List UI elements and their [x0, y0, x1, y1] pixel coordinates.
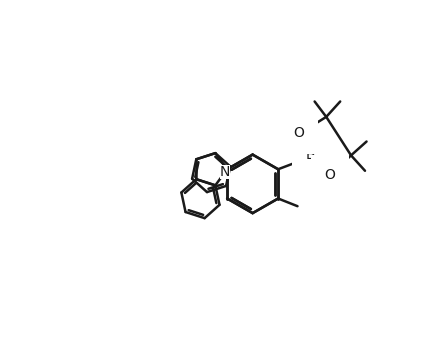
Text: O: O	[293, 126, 304, 140]
Text: O: O	[325, 168, 336, 182]
Text: N: N	[220, 165, 230, 179]
Text: B: B	[306, 148, 315, 163]
